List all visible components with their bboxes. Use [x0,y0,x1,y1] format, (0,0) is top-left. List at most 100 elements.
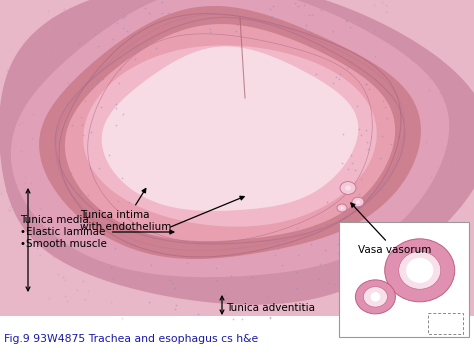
Point [303,23,310,28]
Point [109,275,117,281]
Point [419,236,427,241]
Point [180,15,188,21]
Point [7,188,15,193]
Point [428,174,435,180]
Point [334,250,342,256]
Point [119,111,127,117]
Point [146,300,153,305]
Point [348,160,356,165]
Point [118,175,126,181]
Point [410,237,418,242]
Point [34,67,41,72]
Point [21,180,28,186]
Point [120,15,128,21]
Polygon shape [102,47,358,211]
Bar [428,313,463,334]
Point [266,315,273,321]
Point [292,1,299,6]
Point [118,315,126,321]
Point [158,0,165,5]
Point [212,277,219,283]
Text: Tunica adventitia: Tunica adventitia [226,303,315,313]
Point [357,132,365,138]
Point [38,49,46,54]
Point [344,166,352,172]
Point [116,230,124,236]
Point [73,287,81,293]
Point [81,3,89,9]
Polygon shape [65,24,395,241]
Point [28,32,36,38]
Point [124,28,131,34]
Point [45,295,53,300]
Point [343,184,350,190]
Point [78,122,86,128]
Point [164,10,172,15]
Point [311,222,319,228]
Point [346,24,354,29]
Point [329,80,337,86]
Ellipse shape [385,239,455,302]
Point [356,126,363,132]
Point [6,131,14,137]
Polygon shape [11,0,449,277]
Ellipse shape [340,182,356,195]
Point [171,306,178,312]
Point [419,253,427,259]
Point [166,278,174,283]
Point [405,230,412,236]
Point [36,37,44,42]
Ellipse shape [371,292,380,302]
Point [4,207,12,213]
Point [317,7,324,12]
Point [43,37,50,43]
Point [268,245,276,250]
Point [79,278,86,283]
Ellipse shape [399,251,441,289]
Point [3,68,11,73]
Point [128,212,136,218]
Point [105,152,112,158]
Point [417,220,425,226]
Point [139,228,146,234]
Point [456,202,464,208]
Point [352,224,360,229]
Point [36,205,44,211]
Point [440,97,448,103]
Point [39,227,47,233]
Point [315,277,322,282]
Polygon shape [39,6,421,259]
Point [271,239,279,245]
Point [112,101,120,106]
Point [76,190,83,196]
Point [442,148,450,154]
Point [364,146,371,152]
Point [376,155,383,161]
Point [68,170,75,176]
Point [371,27,378,33]
Point [351,50,359,56]
Point [292,269,300,274]
Point [372,53,379,59]
Point [291,306,298,311]
Point [194,311,202,317]
Point [307,31,315,36]
Point [266,6,274,11]
Point [33,245,41,251]
Point [81,297,89,302]
Point [403,42,411,48]
Point [436,91,443,96]
Point [438,93,446,99]
Ellipse shape [352,197,364,207]
Point [423,139,430,145]
Point [332,227,340,233]
Point [95,43,102,49]
Point [61,277,68,283]
Point [323,200,331,205]
Point [347,152,355,158]
Point [419,226,427,231]
Point [248,274,255,280]
Point [94,77,101,83]
Point [447,190,455,196]
Point [426,76,433,82]
